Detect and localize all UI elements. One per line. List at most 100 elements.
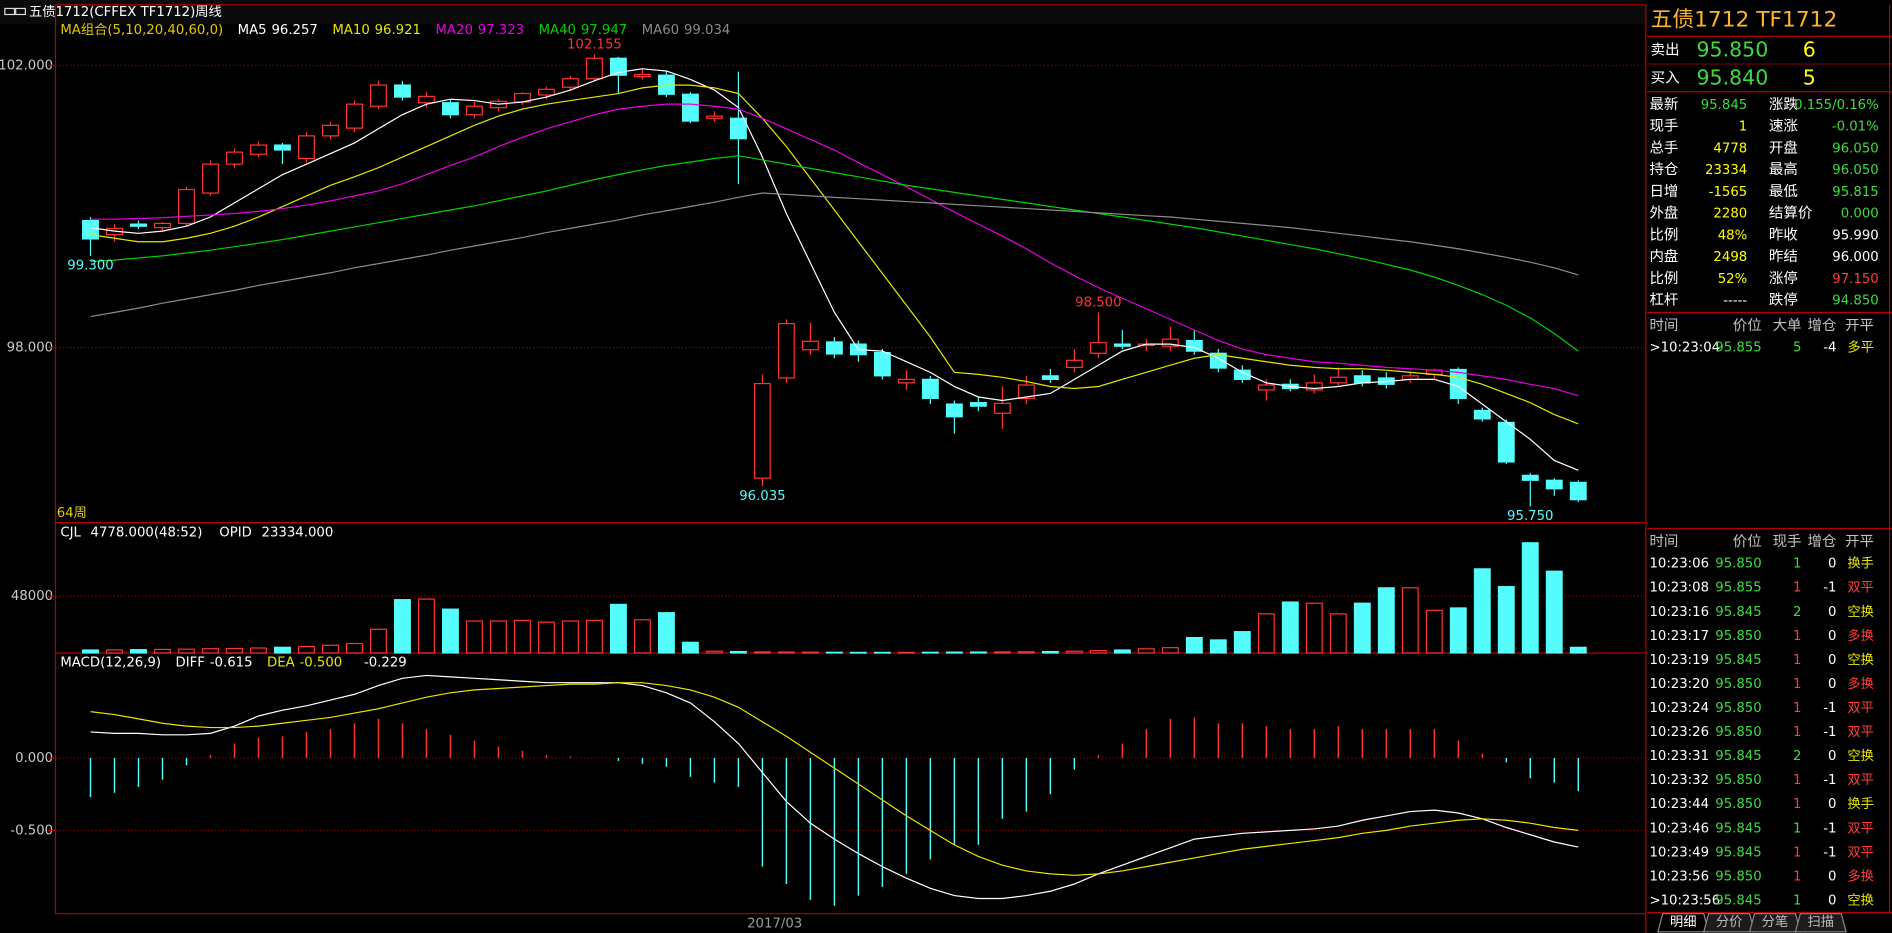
table-cell: 0 (1828, 869, 1836, 884)
table-cell: 10:23:56 (1649, 869, 1709, 884)
table-cell: 0 (1828, 629, 1836, 644)
tab-label[interactable]: 明细 (1670, 914, 1697, 930)
stat-value: 1 (1739, 120, 1747, 135)
indicator-line (90, 192, 1579, 318)
stat-value: 2280 (1713, 207, 1747, 222)
y-tick-label: 48000 (11, 589, 53, 604)
candle-body (1017, 384, 1035, 400)
volume-bar (1377, 587, 1395, 654)
candle-body (537, 88, 555, 96)
window-icon (4, 7, 16, 16)
indicator-line (90, 155, 1579, 352)
table-cell: 双平 (1847, 773, 1874, 788)
table-cell: 双平 (1847, 845, 1874, 860)
table-cell: 多平 (1847, 339, 1874, 356)
volume-bar (1569, 646, 1587, 654)
volume-bar (729, 650, 747, 654)
volume-bar (82, 649, 99, 654)
table-cell: 1 (1793, 821, 1801, 836)
candle-body (154, 222, 171, 229)
stat-label: 杠杆 (1649, 292, 1678, 309)
table-cell: 空换 (1847, 892, 1874, 908)
extreme-label: 102.155 (567, 38, 622, 53)
column-header: 价位 (1733, 317, 1762, 334)
indicator-line (90, 68, 1579, 471)
candle-body (346, 103, 363, 129)
indicator-line (90, 682, 1579, 876)
volume-bar (753, 651, 771, 654)
volume-bar (777, 651, 795, 654)
volume-bar (370, 628, 387, 654)
indicator-legend: MA组合(5,10,20,40,60,0) MA5 96.257 MA10 96.921… (60, 22, 730, 38)
book-price: 95.840 (1697, 65, 1769, 89)
volume-bar (1401, 587, 1419, 654)
legend-name: MA20 (435, 23, 472, 38)
candle-body (1161, 338, 1179, 347)
table-cell: 95.845 (1715, 845, 1761, 860)
volume-bar (1041, 650, 1059, 654)
stat-label: 结算价 (1769, 205, 1813, 222)
candle-body (873, 351, 891, 377)
legend-name: MA5 (238, 23, 267, 38)
book-price: 95.850 (1697, 38, 1769, 62)
candle-body (418, 95, 435, 104)
stat-label: 比例 (1649, 270, 1678, 287)
stat-label: 速涨 (1769, 118, 1798, 135)
table-cell: 换手 (1847, 796, 1874, 812)
volume-bar (441, 608, 459, 654)
legend-name: MA10 (332, 23, 369, 38)
legend-name: DEA (267, 656, 295, 671)
tab-label[interactable]: 分笔 (1762, 914, 1789, 930)
stat-label: 涨停 (1769, 270, 1798, 287)
candle-body (1473, 409, 1491, 420)
candle-body (202, 163, 219, 194)
volume-bar (825, 651, 843, 654)
stat-value: 48% (1718, 228, 1747, 243)
table-cell: 1 (1793, 773, 1801, 788)
stat-label: 开盘 (1769, 138, 1798, 156)
table-cell: 1 (1793, 677, 1801, 692)
volume-bar (322, 644, 339, 654)
table-cell: 1 (1793, 701, 1801, 716)
volume-bar (1425, 609, 1443, 654)
volume-bar (465, 620, 483, 654)
table-cell: 95.850 (1715, 677, 1761, 692)
volume-bar (130, 649, 147, 654)
table-cell: 1 (1793, 845, 1801, 860)
candle-body (250, 144, 267, 155)
volume-bar (1161, 647, 1179, 654)
stat-label: 持仓 (1649, 161, 1678, 178)
table-cell: 空换 (1847, 652, 1874, 668)
instrument-title: 五债1712 TF1712 (1651, 8, 1838, 33)
candle-body (1569, 481, 1587, 501)
candle-body (705, 115, 723, 119)
candle-body (681, 93, 699, 122)
candle-body (1185, 339, 1203, 352)
extreme-label: 95.750 (1507, 509, 1553, 524)
legend-name: MA40 (539, 23, 576, 38)
volume-bar (537, 621, 555, 654)
candle-body (1521, 474, 1539, 481)
candle-body (394, 84, 411, 98)
book-label: 买入 (1651, 69, 1680, 86)
table-cell: 2 (1793, 605, 1801, 620)
table-cell: 0 (1828, 677, 1836, 692)
table-cell: 1 (1793, 725, 1801, 740)
table-cell: 95.845 (1715, 749, 1761, 764)
tab[interactable] (1794, 913, 1847, 933)
volume-bar (1257, 613, 1275, 654)
candle-body (1353, 375, 1371, 384)
candle-body (226, 151, 243, 165)
table-cell: 换手 (1847, 556, 1874, 572)
table-cell: 双平 (1847, 581, 1874, 596)
stat-value: 96.050 (1832, 141, 1878, 156)
table-cell: 2 (1793, 749, 1801, 764)
tab-label[interactable]: 分价 (1716, 914, 1743, 930)
tab-label[interactable]: 扫描 (1808, 914, 1835, 930)
candle-body (825, 341, 843, 355)
column-header: 价位 (1733, 533, 1762, 550)
volume-bar (609, 603, 627, 654)
table-cell: 10:23:44 (1649, 797, 1709, 812)
macd-legend: MACD(12,26,9) DIFF -0.615 DEA -0.500 -0.229 (60, 656, 406, 671)
